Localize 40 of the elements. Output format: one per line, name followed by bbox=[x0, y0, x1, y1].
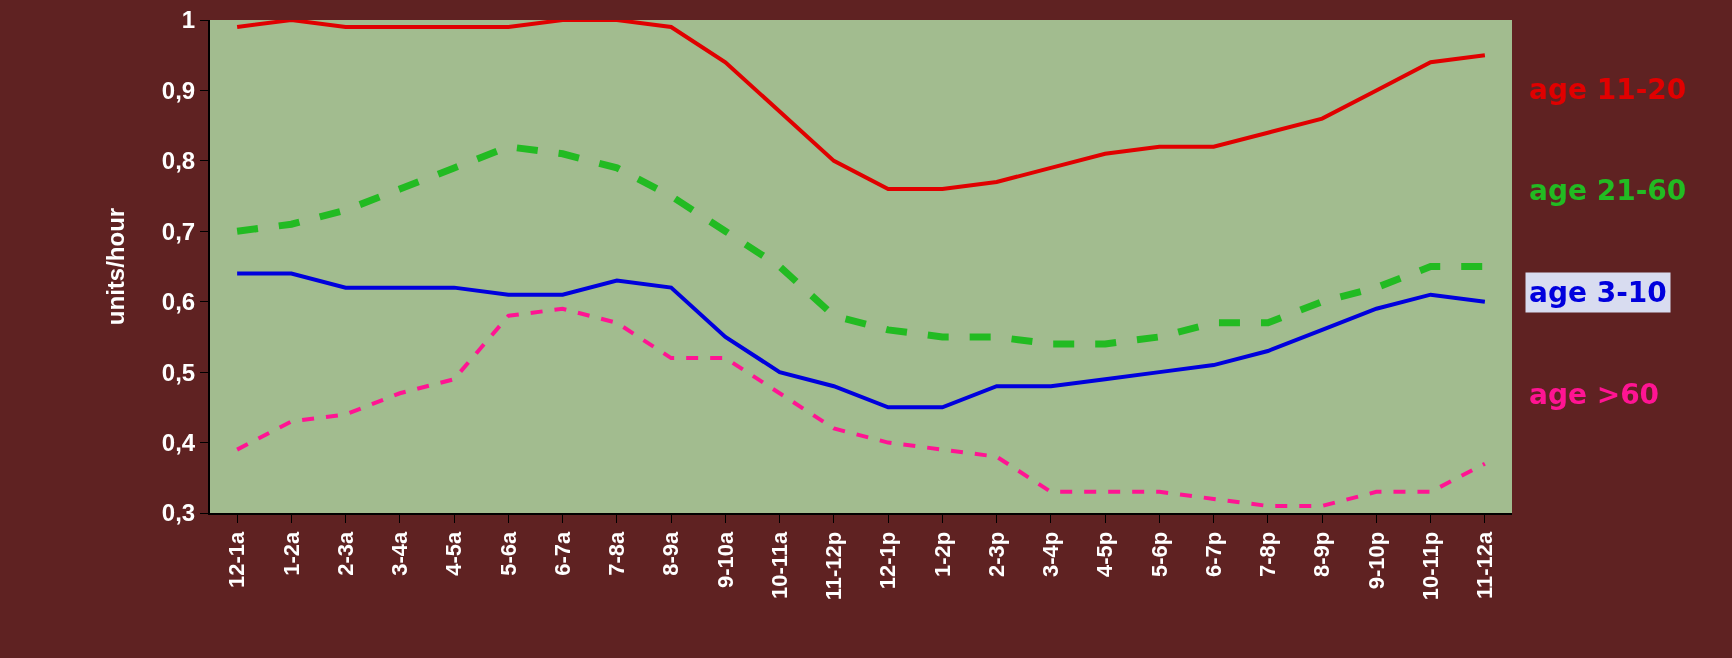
x-tick-label: 11-12a bbox=[1472, 531, 1498, 600]
x-tick-label: 2-3p bbox=[983, 531, 1009, 578]
series-label: age 3-10 bbox=[1529, 276, 1667, 309]
x-tick-label: 5-6a bbox=[495, 531, 521, 576]
x-tick-label: 6-7a bbox=[549, 531, 575, 576]
x-tick-label: 1-2p bbox=[929, 531, 955, 578]
y-axis-title: units/hour bbox=[102, 207, 130, 326]
y-tick-label: 0,3 bbox=[161, 499, 196, 527]
text: age >60 bbox=[1529, 378, 1660, 411]
x-tick-label: 2-3a bbox=[332, 531, 358, 576]
line-series bbox=[235, 271, 1487, 410]
x-tick-label: 1-2a bbox=[278, 531, 304, 576]
x-tick-label: 3-4a bbox=[387, 531, 413, 576]
y-tick-label: 0,7 bbox=[161, 217, 196, 245]
y-tick-label: 0,9 bbox=[161, 76, 196, 104]
x-tick-label: 7-8p bbox=[1255, 531, 1281, 578]
y-tick-label: 0,5 bbox=[161, 358, 196, 386]
x-tick-label: 10-11p bbox=[1417, 531, 1443, 601]
x-tick-label: 5-6p bbox=[1146, 531, 1172, 578]
x-tick-label: 12-1p bbox=[875, 531, 901, 590]
x-tick-label: 4-5p bbox=[1092, 531, 1118, 578]
x-tick-label: 9-10p bbox=[1363, 531, 1389, 590]
text: age 21-60 bbox=[1529, 174, 1687, 207]
x-tick-label: 8-9a bbox=[658, 531, 684, 576]
x-tick-label: 10-11a bbox=[766, 531, 792, 600]
y-tick-label: 1 bbox=[181, 6, 196, 34]
x-tick-label: 7-8a bbox=[604, 531, 630, 576]
x-tick-label: 6-7p bbox=[1200, 531, 1226, 578]
x-tick-label: 11-12p bbox=[821, 531, 847, 601]
y-tick-label: 0,4 bbox=[161, 428, 196, 456]
y-tick-label: 0,6 bbox=[161, 288, 196, 316]
line-series bbox=[235, 306, 1487, 508]
x-tick-label: 9-10a bbox=[712, 531, 738, 589]
y-tick-label: 0,8 bbox=[161, 147, 196, 175]
x-tick-label: 12-1a bbox=[224, 531, 250, 589]
x-tick-label: 4-5a bbox=[441, 531, 467, 576]
x-tick-label: 3-4p bbox=[1038, 531, 1064, 578]
x-tick-label: 8-9p bbox=[1309, 531, 1335, 578]
series-label: age 11-20 bbox=[1529, 73, 1687, 106]
line-series bbox=[235, 20, 1487, 192]
